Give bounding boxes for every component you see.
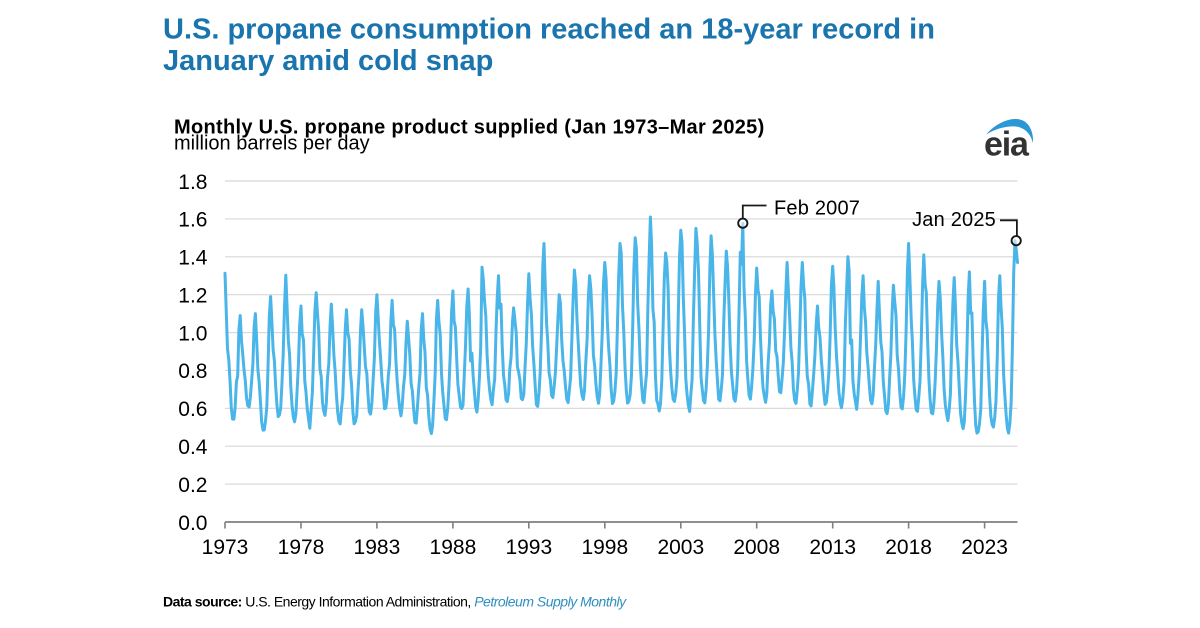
svg-text:1973: 1973 xyxy=(202,536,249,559)
svg-text:2018: 2018 xyxy=(885,536,932,559)
svg-text:U.S. propane consumption reach: U.S. propane consumption reached an 18-y… xyxy=(163,14,935,46)
svg-text:million barrels per day: million barrels per day xyxy=(174,133,370,155)
svg-text:Jan 2025: Jan 2025 xyxy=(912,209,996,231)
svg-text:Feb 2007: Feb 2007 xyxy=(774,198,860,220)
svg-text:0.6: 0.6 xyxy=(178,398,207,421)
svg-text:2008: 2008 xyxy=(733,536,780,559)
svg-text:2013: 2013 xyxy=(809,536,856,559)
svg-text:0.2: 0.2 xyxy=(178,474,207,497)
svg-text:1988: 1988 xyxy=(430,536,477,559)
svg-text:1.2: 1.2 xyxy=(178,285,207,308)
svg-text:2023: 2023 xyxy=(961,536,1008,559)
svg-text:1998: 1998 xyxy=(581,536,628,559)
svg-text:1.4: 1.4 xyxy=(178,247,208,270)
svg-text:1.6: 1.6 xyxy=(178,209,207,232)
svg-text:0.0: 0.0 xyxy=(178,512,207,535)
svg-text:Monthly U.S. propane product s: Monthly U.S. propane product supplied (J… xyxy=(174,116,765,138)
svg-text:1983: 1983 xyxy=(354,536,401,559)
svg-text:2003: 2003 xyxy=(657,536,704,559)
svg-text:Data source: U.S. Energy Infor: Data source: U.S. Energy Information Adm… xyxy=(163,594,627,610)
svg-text:0.4: 0.4 xyxy=(178,436,208,459)
svg-text:1.0: 1.0 xyxy=(178,322,207,345)
svg-text:0.8: 0.8 xyxy=(178,360,207,383)
svg-text:January amid cold snap: January amid cold snap xyxy=(163,45,493,77)
svg-text:eia: eia xyxy=(984,126,1030,164)
svg-text:1978: 1978 xyxy=(278,536,325,559)
svg-text:1993: 1993 xyxy=(505,536,552,559)
svg-text:1.8: 1.8 xyxy=(178,171,207,194)
